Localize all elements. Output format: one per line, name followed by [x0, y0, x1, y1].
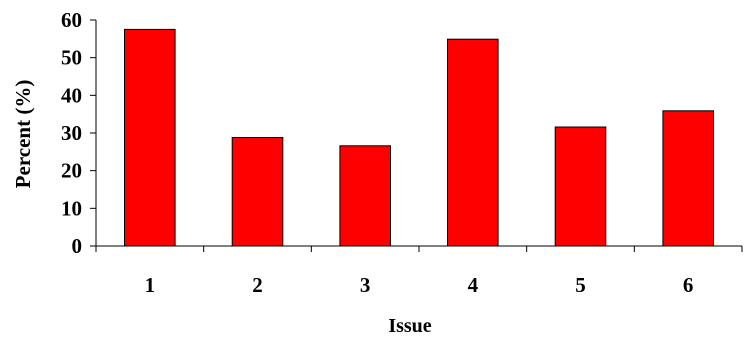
y-tick-label: 20: [61, 159, 82, 183]
x-tick-label: 3: [360, 273, 371, 297]
x-axis-label: Issue: [388, 315, 431, 337]
x-tick-label: 4: [468, 273, 479, 297]
x-tick-label: 5: [575, 273, 586, 297]
bar-2: [231, 137, 284, 247]
y-tick-label: 60: [61, 8, 82, 32]
bars-group: [124, 28, 715, 247]
y-tick-label: 0: [72, 234, 83, 258]
x-tick-label: 1: [145, 273, 156, 297]
bar-1: [124, 28, 176, 247]
y-tick-labels: 0 10 20 30 40 50 60: [61, 8, 82, 258]
y-tick-label: 30: [61, 121, 82, 145]
bar-3: [339, 145, 391, 247]
y-tick-label: 10: [61, 196, 82, 220]
x-tick-label: 2: [252, 273, 263, 297]
bar-6: [662, 110, 715, 247]
y-tick-label: 50: [61, 46, 82, 70]
x-tick-label: 6: [683, 273, 694, 297]
x-tick-labels: 1 2 3 4 5 6: [145, 273, 694, 297]
bar-5: [554, 126, 607, 247]
y-axis-label: Percent (%): [11, 80, 35, 189]
axes-group: [90, 19, 743, 252]
y-tick-label: 40: [61, 83, 82, 107]
bar-4: [447, 38, 499, 247]
